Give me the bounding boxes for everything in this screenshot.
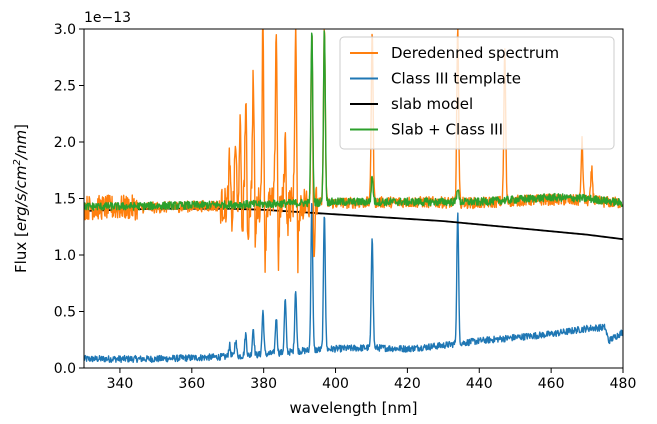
legend: Deredenned spectrum Class III template sla… [339, 36, 615, 150]
x-tick-label: 340 [107, 376, 134, 392]
y-tick-label: 2.0 [54, 135, 76, 151]
series-line-2 [84, 207, 623, 241]
y-tick-label: 1.5 [54, 192, 76, 208]
x-tick-label: 480 [610, 376, 637, 392]
y-axis-label: Flux [erg/s/cm2/nm] [12, 124, 30, 273]
series-line-1 [84, 202, 623, 364]
series-layer [84, 29, 623, 364]
legend-label: Class III template [391, 70, 521, 88]
x-tick-label: 440 [466, 376, 493, 392]
offset-text: 1e−13 [84, 10, 131, 26]
series-line-3 [84, 30, 623, 211]
x-tick-label: 460 [538, 376, 565, 392]
y-tick-label: 0.5 [54, 305, 76, 321]
x-axis-ticks: 340 360 380 400 420 440 460 480 [107, 368, 637, 392]
y-tick-label: 0.0 [54, 361, 76, 377]
x-tick-label: 380 [250, 376, 277, 392]
legend-label: Slab + Class III [391, 121, 503, 139]
x-tick-label: 420 [394, 376, 421, 392]
legend-label: slab model [391, 95, 473, 113]
y-tick-label: 2.5 [54, 79, 76, 95]
x-tick-label: 360 [178, 376, 205, 392]
x-tick-label: 400 [322, 376, 349, 392]
y-axis-ticks: 0.0 0.5 1.0 1.5 2.0 2.5 3.0 [54, 22, 84, 377]
legend-box [339, 36, 615, 150]
legend-label: Deredenned spectrum [391, 44, 559, 62]
y-tick-label: 1.0 [54, 248, 76, 264]
y-tick-label: 3.0 [54, 22, 76, 38]
x-axis-label: wavelength [nm] [290, 399, 418, 417]
